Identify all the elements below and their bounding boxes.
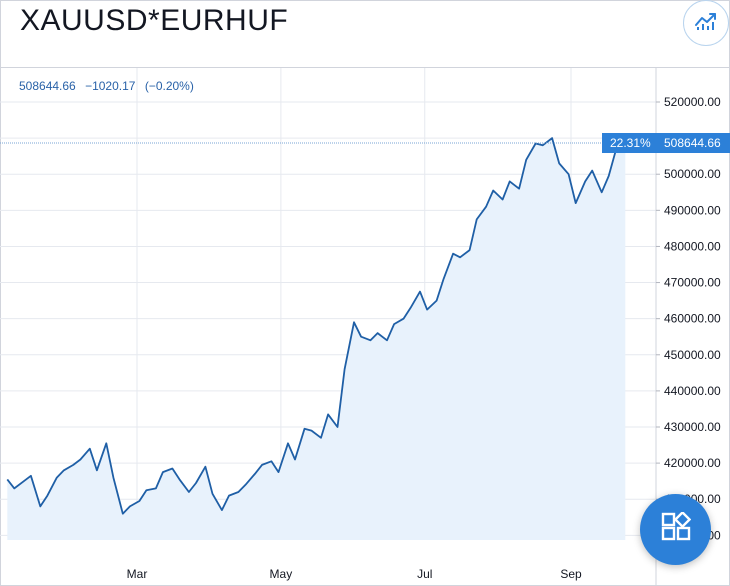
y-tick-label: 430000.00 (664, 420, 721, 434)
last-pct-label: 22.31% (610, 136, 651, 150)
x-tick-label: Mar (127, 567, 148, 581)
chart-style-icon (693, 9, 719, 38)
x-tick-label: Jul (417, 567, 432, 581)
y-tick-label: 490000.00 (664, 203, 721, 217)
price-chart[interactable]: 520000.00510000.00500000.00490000.004800… (0, 68, 730, 586)
y-tick-label: 500000.00 (664, 167, 721, 181)
header-divider (0, 67, 730, 68)
x-tick-label: May (270, 567, 293, 581)
y-tick-label: 460000.00 (664, 312, 721, 326)
y-tick-label: 420000.00 (664, 456, 721, 470)
widgets-button[interactable] (640, 494, 711, 565)
y-tick-label: 470000.00 (664, 276, 721, 290)
last-price-badge (602, 133, 730, 154)
y-tick-label: 450000.00 (664, 348, 721, 362)
y-tick-label: 480000.00 (664, 239, 721, 253)
last-value-label: 508644.66 (664, 136, 721, 150)
series-line (6, 137, 626, 515)
price-change-percent: (−0.20%) (144, 79, 194, 93)
series-area (7, 138, 626, 540)
widgets-icon (661, 510, 691, 547)
price-change: −1020.17 (85, 79, 136, 93)
symbol-title: XAUUSD*EURHUF (20, 4, 289, 37)
quote-line: 508644.66 −1020.17 (−0.20%) (19, 79, 200, 93)
last-price: 508644.66 (19, 79, 76, 93)
y-tick-label: 440000.00 (664, 384, 721, 398)
x-tick-label: Sep (560, 567, 582, 581)
y-tick-label: 520000.00 (664, 95, 721, 109)
chart-type-button[interactable] (683, 0, 729, 46)
